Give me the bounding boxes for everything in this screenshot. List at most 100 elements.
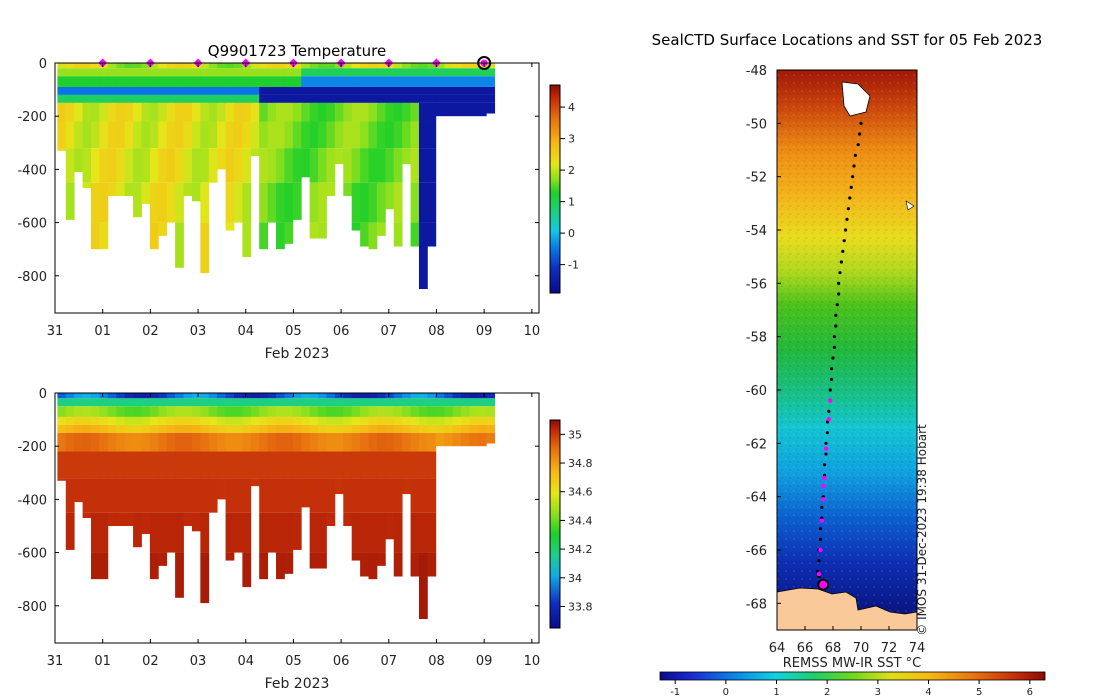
temperature-cell — [461, 86, 470, 95]
salinity-cell — [133, 478, 142, 513]
salinity-cell — [393, 451, 403, 479]
temperature-cell — [418, 148, 428, 183]
temperature-cell — [376, 94, 386, 103]
map-y-tick-label: -68 — [746, 597, 767, 612]
temperature-cell — [393, 94, 403, 103]
temperature-cell — [301, 102, 311, 122]
temperature-cell — [158, 63, 168, 69]
temperature-cell — [418, 76, 428, 87]
salinity-cell — [427, 393, 437, 399]
temperature-cell — [133, 148, 142, 183]
y-tick-label: -200 — [17, 440, 47, 455]
y-tick-label: -600 — [17, 547, 47, 562]
temperature-cell — [477, 94, 487, 103]
salinity-cell — [259, 451, 269, 479]
salinity-cell — [385, 512, 395, 540]
sst-field-texture — [777, 70, 917, 630]
temperature-cell — [301, 86, 311, 95]
x-tick-label: 04 — [237, 324, 254, 339]
salinity-cell — [343, 478, 353, 513]
temperature-cell — [276, 121, 285, 149]
salinity-cell — [334, 398, 344, 407]
temperature-cell — [65, 102, 75, 122]
salinity-cell — [318, 478, 327, 513]
salinity-cell — [351, 398, 361, 407]
salinity-cell — [393, 416, 403, 425]
temperature-cell — [259, 148, 269, 183]
temperature-cell — [82, 121, 92, 149]
temperature-cell — [309, 148, 319, 183]
x-tick-label: 07 — [381, 654, 398, 669]
temperature-cell — [376, 68, 386, 77]
temperature-cell — [393, 148, 403, 183]
temperature-cell — [99, 86, 109, 95]
temperature-cell — [191, 148, 201, 183]
salinity-cell — [158, 398, 168, 407]
temperature-cell — [158, 68, 168, 77]
sst-colorbar-tick-label: 3 — [875, 687, 881, 698]
salinity-cell — [166, 512, 176, 553]
salinity-cell — [334, 416, 344, 425]
x-tick-label: 05 — [285, 324, 302, 339]
salinity-y-axis: 0 -200 -400 -600 -800 — [17, 387, 539, 615]
salinity-cell — [410, 398, 420, 407]
salinity-cell — [343, 416, 353, 425]
sst-map-y-axis: -48 -50 -52 -54 -56 -58 -60 -62 -64 -66 -68 — [746, 64, 781, 612]
temperature-cell — [57, 148, 67, 151]
temperature-y-axis: 0 -200 -400 -600 -800 — [17, 57, 539, 285]
salinity-cell — [158, 393, 168, 399]
sst-colorbar-tick-label: 2 — [824, 687, 830, 698]
temperature-cell — [292, 182, 302, 220]
temperature-cell — [149, 86, 159, 95]
salinity-cell — [427, 432, 437, 452]
temperature-cell — [259, 94, 269, 103]
temperature-cell — [124, 182, 134, 196]
salinity-cell — [418, 451, 428, 479]
temperature-cell — [166, 94, 176, 103]
temperature-cell — [175, 121, 184, 149]
temperature-cell — [74, 76, 84, 87]
sst-map-x-axis: 64 66 68 70 72 74 — [769, 626, 925, 656]
salinity-cell — [208, 451, 218, 479]
temperature-cell — [107, 63, 117, 69]
salinity-cell — [82, 432, 92, 452]
temperature-cell — [385, 121, 395, 149]
temperature-cell — [200, 121, 210, 149]
temperature-cell — [74, 121, 84, 149]
salinity-cell — [208, 406, 218, 417]
salinity-cell — [318, 512, 327, 553]
temperature-cell — [418, 63, 428, 69]
salinity-cell — [191, 424, 201, 433]
salinity-cell — [149, 552, 159, 580]
salinity-cell — [276, 424, 285, 433]
y-tick-label: 0 — [39, 387, 47, 402]
temperature-cell — [343, 86, 353, 95]
y-tick-label: -600 — [17, 217, 47, 232]
temperature-cell — [158, 222, 168, 236]
temperature-cell — [250, 148, 260, 157]
temperature-cell — [57, 121, 67, 149]
salinity-cell — [385, 424, 395, 433]
temperature-cell — [435, 94, 445, 103]
temperature-cell — [124, 121, 134, 149]
salinity-cell — [65, 478, 75, 513]
track-point — [827, 409, 831, 413]
salinity-cell — [107, 451, 117, 479]
salinity-cell — [124, 416, 134, 425]
salinity-cell — [418, 552, 428, 620]
temperature-cell — [233, 182, 243, 223]
temperature-cell — [284, 222, 294, 244]
salinity-cell — [124, 512, 134, 526]
salinity-cell — [133, 451, 142, 479]
temperature-cell — [368, 63, 378, 69]
salinity-cell — [91, 512, 100, 553]
temperature-cell — [267, 63, 277, 69]
salinity-cell — [360, 424, 369, 433]
temperature-cell — [444, 94, 454, 103]
temperature-cell — [360, 102, 369, 122]
salinity-cell — [116, 451, 126, 479]
temperature-cell — [65, 148, 75, 183]
temperature-cell — [385, 86, 395, 95]
temperature-cell — [233, 76, 243, 87]
temperature-cell — [292, 63, 302, 69]
